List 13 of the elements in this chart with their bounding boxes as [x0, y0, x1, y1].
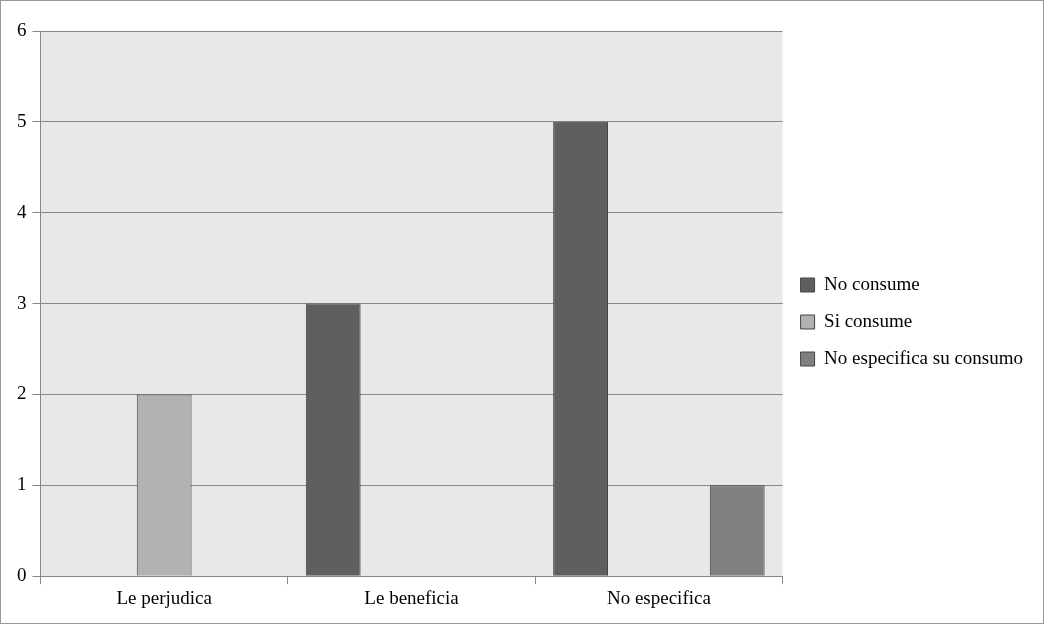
legend-label: No especifica su consumo: [824, 346, 1024, 368]
y-tick-label: 5: [17, 109, 27, 131]
y-tick-label: 2: [17, 382, 27, 404]
y-tick-label: 6: [17, 18, 27, 40]
y-tick-label: 4: [17, 200, 27, 222]
y-tick-label: 3: [17, 291, 27, 313]
x-tick-label: Le perjudica: [116, 586, 213, 608]
x-tick-label: Le beneficia: [364, 586, 460, 608]
y-tick-label: 0: [17, 564, 27, 586]
legend-label: Si consume: [824, 309, 913, 331]
y-tick-label: 1: [17, 473, 27, 495]
x-tick-label: No especifica: [606, 586, 712, 608]
legend-label: No consume: [824, 272, 920, 294]
